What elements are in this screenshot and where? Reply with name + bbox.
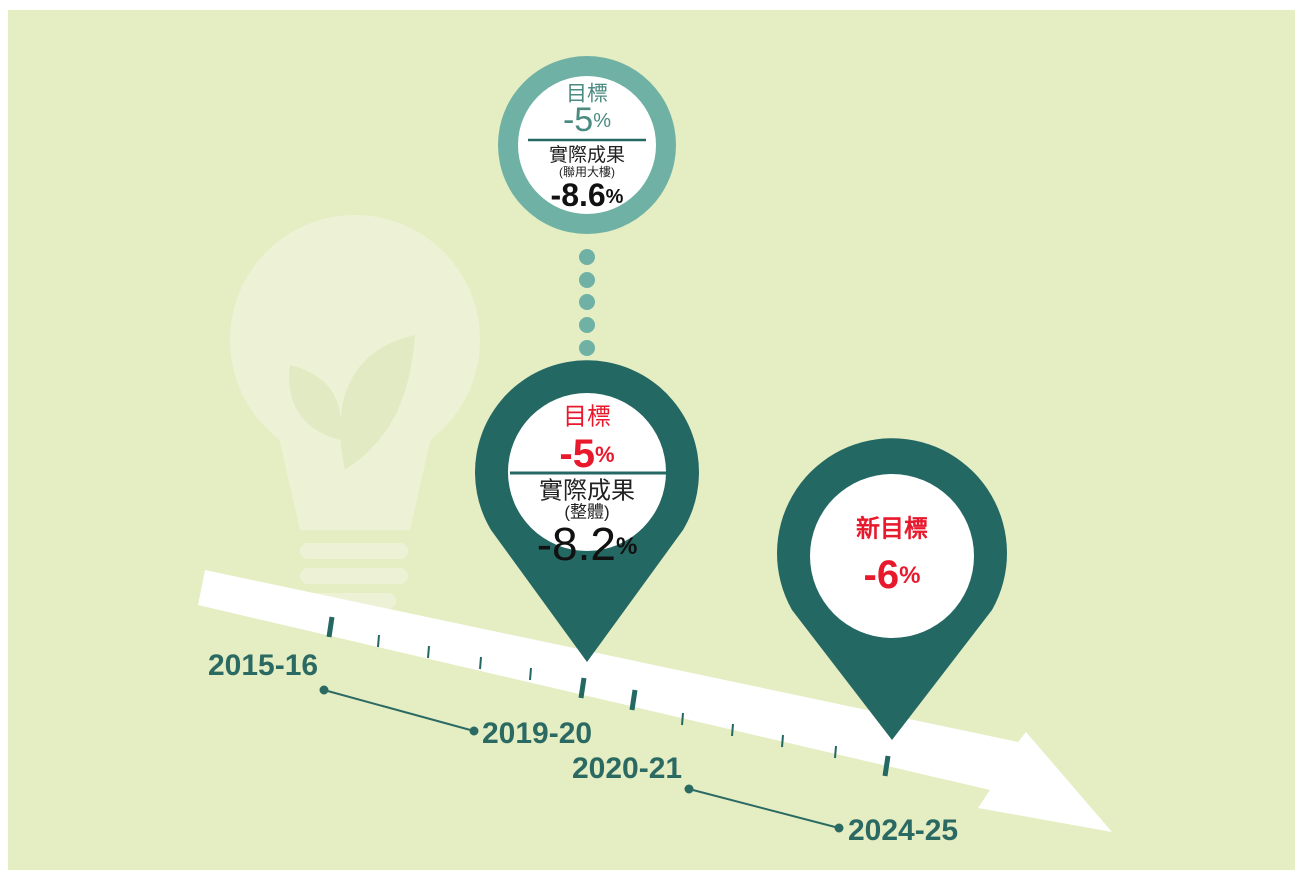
year-label: 2015-16 bbox=[208, 649, 318, 682]
unit: % bbox=[899, 562, 920, 589]
year-label: 2024-25 bbox=[848, 814, 958, 847]
page: {"top_circle": {"target_label": "目標", "t… bbox=[0, 0, 1303, 877]
new-target-label: 新目標 bbox=[856, 514, 928, 542]
value: -8.2 bbox=[537, 518, 616, 570]
value: -8.6 bbox=[551, 177, 606, 213]
value: -5 bbox=[563, 101, 593, 139]
value: -6 bbox=[864, 553, 900, 597]
target-label: 目標 bbox=[563, 403, 611, 430]
unit: % bbox=[593, 110, 611, 132]
infographic: 2015-16 2019-20 2020-21 2024-25 目標 -5% 實… bbox=[0, 0, 1303, 877]
unit: % bbox=[595, 442, 615, 467]
unit: % bbox=[616, 533, 637, 560]
result-label: 實際成果 bbox=[539, 477, 635, 504]
year-label: 2019-20 bbox=[482, 717, 592, 750]
result-label: 實際成果 bbox=[549, 144, 625, 166]
year-label: 2020-21 bbox=[572, 752, 682, 785]
unit: % bbox=[606, 186, 624, 208]
value: -5 bbox=[559, 432, 595, 476]
